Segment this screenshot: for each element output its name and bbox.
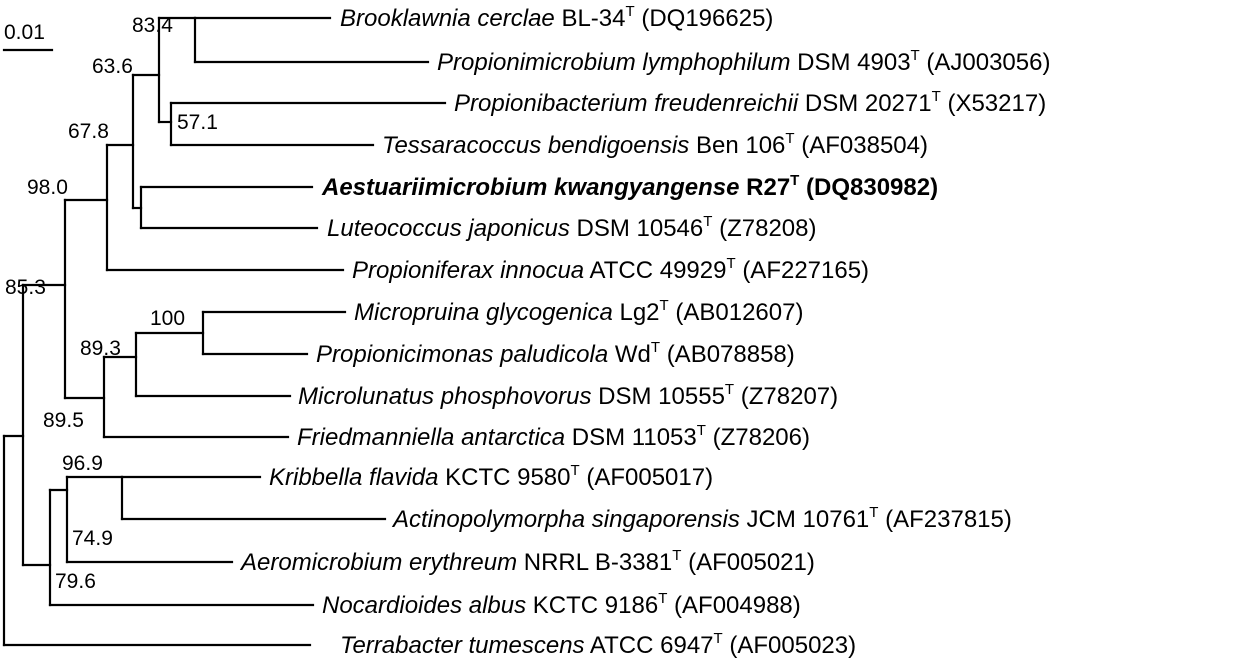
bootstrap-label: 89.3 [80, 337, 121, 360]
bootstrap-label: 57.1 [177, 111, 218, 134]
bootstrap-label: 79.6 [55, 570, 96, 593]
bootstrap-label: 98.0 [27, 176, 68, 199]
bootstrap-label: 63.6 [92, 55, 133, 78]
taxon-label: Friedmanniella antarctica DSM 11053T (Z7… [297, 422, 810, 451]
bootstrap-label: 89.5 [43, 409, 84, 432]
scale-bar-label: 0.01 [4, 21, 45, 44]
bootstrap-label: 74.9 [72, 527, 113, 550]
taxon-label: Propionibacterium freudenreichii DSM 202… [454, 88, 1046, 117]
taxon-label: Nocardioides albus KCTC 9186T (AF004988) [322, 590, 801, 619]
taxon-label: Brooklawnia cerclae BL-34T (DQ196625) [340, 3, 773, 32]
bootstrap-values: 83.4 63.6 57.1 67.8 98.0 85.3 100 89.3 8… [5, 14, 218, 593]
bootstrap-label: 85.3 [5, 276, 46, 299]
taxon-label: Tessaracoccus bendigoensis Ben 106T (AF0… [382, 130, 928, 159]
scale-bar: 0.01 [2, 21, 54, 52]
tree-branches [2, 16, 447, 647]
taxon-label: Propioniferax innocua ATCC 49929T (AF227… [352, 255, 869, 284]
taxon-label: Propionimicrobium lymphophilum DSM 4903T… [437, 47, 1050, 76]
taxon-label: Kribbella flavida KCTC 9580T (AF005017) [269, 462, 713, 491]
taxon-label: Propionicimonas paludicola WdT (AB078858… [316, 339, 795, 368]
taxon-label: Luteococcus japonicus DSM 10546T (Z78208… [327, 213, 816, 242]
taxon-label: Micropruina glycogenica Lg2T (AB012607) [354, 297, 803, 326]
taxon-label: Terrabacter tumescens ATCC 6947T (AF0050… [340, 630, 856, 659]
taxon-label-highlighted: Aestuariimicrobium kwangyangense R27T (D… [321, 172, 938, 201]
taxon-labels: Brooklawnia cerclae BL-34T (DQ196625) Pr… [239, 3, 1050, 659]
taxon-label: Actinopolymorpha singaporensis JCM 10761… [391, 504, 1012, 533]
bootstrap-label: 83.4 [132, 14, 173, 37]
taxon-label: Aeromicrobium erythreum NRRL B-3381T (AF… [239, 547, 815, 576]
taxon-label: Microlunatus phosphovorus DSM 10555T (Z7… [298, 381, 838, 410]
bootstrap-label: 67.8 [68, 120, 109, 143]
bootstrap-label: 96.9 [62, 452, 103, 475]
bootstrap-label: 100 [150, 307, 185, 330]
